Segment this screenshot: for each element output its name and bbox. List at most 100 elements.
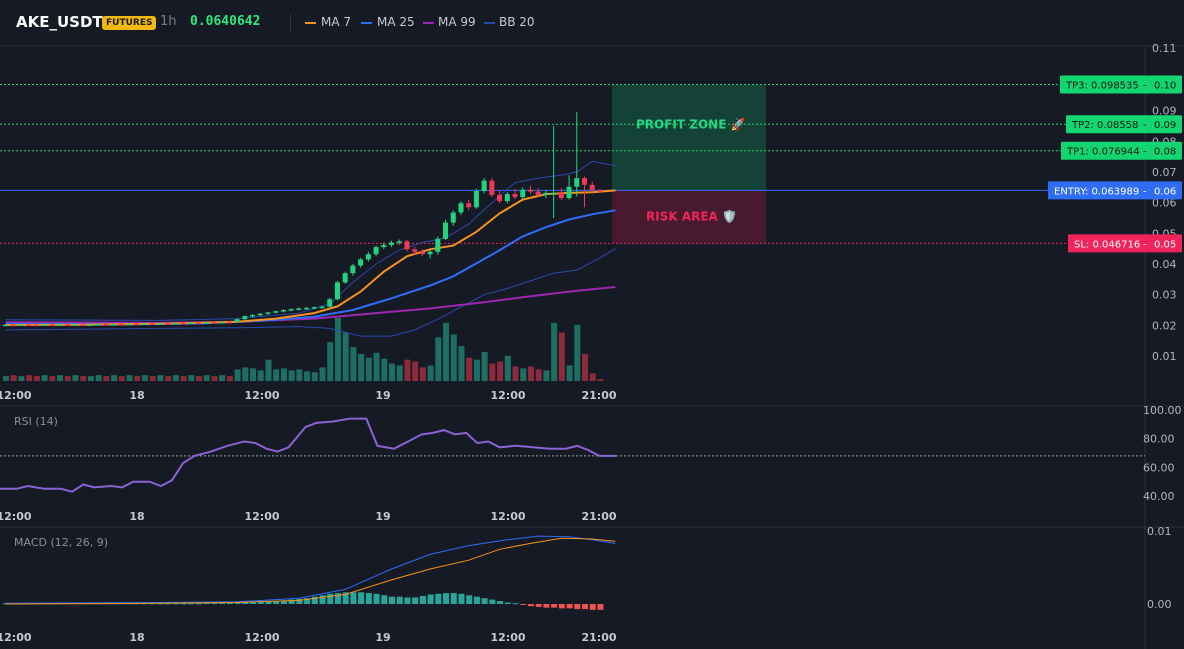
macd-tick-label: 0.00	[1147, 598, 1172, 611]
candle-body	[365, 254, 371, 260]
macd-hist-bar	[280, 600, 287, 604]
macd-hist-bar	[365, 593, 372, 604]
rsi-axis[interactable]: 40.00 60.00 80.00 100.00	[1143, 404, 1182, 503]
candle-body	[396, 241, 402, 243]
ma25-legend-label[interactable]: MA 25	[377, 15, 415, 29]
candle-body	[389, 242, 394, 245]
ma7-legend-swatch	[305, 22, 316, 24]
profit-zone-label: PROFIT ZONE 🚀	[636, 117, 746, 131]
volume-bar	[219, 375, 226, 381]
tp2-tag-axis: 0.09	[1154, 120, 1176, 131]
time-tick-label: 18	[129, 389, 144, 402]
sl-tag-separator: -	[1143, 239, 1147, 250]
volume-bar	[396, 365, 403, 381]
volume-bar	[196, 376, 202, 381]
volume-bar	[404, 359, 411, 381]
candle-body	[180, 322, 186, 325]
volume-bar	[543, 370, 550, 381]
volume-bar	[26, 375, 33, 381]
volume-bar	[242, 367, 249, 381]
candle-body	[466, 203, 472, 208]
profit-zone	[612, 84, 766, 191]
price-tick-label: 0.03	[1152, 289, 1177, 302]
volume-bar	[450, 334, 457, 381]
macd-hist-bar	[396, 596, 403, 604]
macd-hist-bar	[165, 603, 172, 605]
volume-bar	[365, 357, 372, 381]
macd-hist-bar	[319, 595, 326, 604]
tp3-tag[interactable]: TP3: 0.098535 0.10 -	[1060, 75, 1182, 94]
volume-bar	[597, 379, 604, 381]
candle-body	[273, 311, 279, 313]
entry-tag-separator: -	[1143, 186, 1147, 197]
bb20-legend-label[interactable]: BB 20	[499, 15, 535, 29]
candle-body	[26, 324, 32, 326]
time-axis-rsi[interactable]: 12:00 18 12:00 19 12:00 21:00	[0, 510, 617, 523]
candle-body	[520, 189, 526, 198]
volume-bar	[134, 376, 141, 381]
macd-hist-bar	[342, 592, 349, 604]
time-axis-macd[interactable]: 12:00 18 12:00 19 12:00 21:00	[0, 631, 617, 644]
macd-hist-bar	[296, 598, 303, 604]
candle-body	[296, 308, 302, 310]
candle-body	[219, 321, 225, 324]
entry-tag[interactable]: ENTRY: 0.063989 0.06 -	[1048, 181, 1182, 200]
volume-bar	[64, 376, 71, 381]
macd-hist-bar	[273, 601, 280, 604]
candle-body	[419, 251, 425, 255]
volume-bar	[342, 332, 349, 381]
candle-body	[358, 259, 364, 266]
candle-body	[288, 309, 294, 311]
volume-bar	[551, 322, 558, 381]
time-tick-label: 19	[375, 510, 390, 523]
tp1-tag[interactable]: TP1: 0.076944 0.08 -	[1061, 141, 1182, 160]
candle-body	[57, 324, 63, 326]
candle-body	[558, 192, 564, 199]
macd-hist-bar	[234, 602, 241, 604]
interval-label[interactable]: 1h	[160, 14, 177, 29]
volume-bar	[473, 359, 480, 381]
volume-bar	[172, 375, 179, 381]
macd-hist-bar	[566, 604, 573, 609]
candle-body	[141, 323, 147, 325]
macd-hist-bar	[481, 598, 488, 604]
tp2-tag[interactable]: TP2: 0.08558 0.09 -	[1066, 115, 1182, 134]
volume-bar	[288, 370, 295, 381]
ma7-legend-label[interactable]: MA 7	[321, 15, 352, 29]
candle-body	[234, 319, 240, 323]
candle-body	[33, 324, 39, 327]
volume-bar	[558, 332, 565, 381]
candle-body	[543, 192, 549, 195]
price-tick-label: 0.07	[1152, 166, 1177, 179]
candle-body	[149, 323, 155, 325]
bb20-legend-swatch	[484, 22, 495, 24]
candle-body	[211, 322, 217, 324]
volume-bar	[381, 358, 388, 381]
candle-body	[319, 306, 325, 309]
chart-header: AKE_USDT FUTURES 1h 0.0640642 MA 7 MA 25…	[0, 0, 1184, 46]
time-tick-label: 12:00	[490, 631, 525, 644]
time-tick-label: 21:00	[581, 631, 616, 644]
price-tick-label: 0.11	[1152, 42, 1177, 55]
macd-axis[interactable]: 0.00 0.01	[1147, 525, 1172, 611]
symbol-title[interactable]: AKE_USDT	[16, 13, 103, 31]
candle-body	[582, 178, 587, 185]
time-axis-price[interactable]: 12:00 18 12:00 19 12:00 21:00	[0, 389, 617, 402]
macd-hist-bar	[250, 601, 257, 604]
ma99-legend-label[interactable]: MA 99	[438, 15, 476, 29]
price-pane[interactable]	[0, 46, 1145, 384]
candle-body	[280, 310, 286, 312]
price-tick-label: 0.06	[1152, 197, 1177, 210]
candle-body	[157, 323, 163, 325]
time-tick-label: 12:00	[244, 631, 279, 644]
time-tick-label: 21:00	[581, 389, 616, 402]
macd-hist-bar	[435, 593, 442, 604]
macd-hist-bar	[443, 593, 450, 604]
volume-bar	[3, 376, 9, 381]
sl-tag[interactable]: SL: 0.046716 0.05 -	[1068, 234, 1182, 253]
time-tick-label: 12:00	[490, 510, 525, 523]
volume-bar	[481, 351, 488, 381]
macd-title: MACD (12, 26, 9)	[14, 536, 108, 549]
bb-lower-line	[5, 248, 616, 337]
